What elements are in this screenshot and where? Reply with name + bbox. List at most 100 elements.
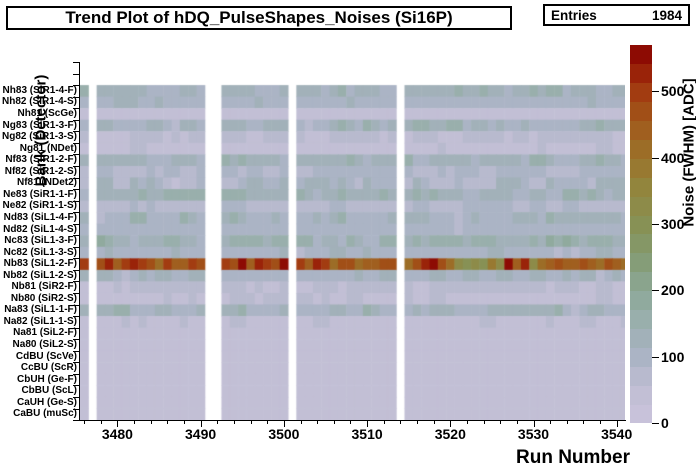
color-scale-tick [652,423,659,424]
y-axis-tick [73,177,79,179]
y-axis-label: CbBU (ScL) [21,385,77,397]
x-axis-major-tick [616,421,618,427]
x-axis-minor-tick [433,421,435,424]
heatmap-plot [80,62,625,420]
y-axis-label: Nd83 (SiL1-4-F) [3,211,77,223]
x-axis-minor-tick [500,421,502,424]
color-scale-band [630,101,652,122]
x-axis-minor-tick [417,421,418,424]
color-scale-band [630,234,652,254]
color-scale-band [630,63,652,84]
color-scale-tick-label: 0 [661,415,669,431]
y-axis-label: CcBU (ScR) [20,362,77,373]
y-axis-label: Ng83 (SiR1-3-F) [2,119,77,131]
color-scale-tick-label: 300 [661,216,685,233]
plot-title: Trend Plot of hDQ_PulseShapes_Noises (Si… [65,8,453,27]
x-axis-title: Run Number [516,447,630,468]
y-axis-label: Nb81 (SiR2-F) [11,281,77,293]
x-axis-minor-tick [134,421,136,424]
y-axis-tick [73,420,79,421]
x-axis-minor-tick [383,421,385,424]
stats-entries-label: Entries [551,8,597,23]
y-axis-tick [73,293,79,294]
y-axis-label: Nf81 (NDet2) [16,177,77,189]
y-axis-label: CbUH (Ge-F) [17,373,77,385]
stats-box: Entries 1984 [543,4,690,26]
x-axis-minor-tick [167,421,169,424]
y-axis-label: Nf82 (SiR1-2-S) [4,165,77,177]
y-axis-label: Na81 (SiL2-F) [13,327,77,339]
y-axis-tick [73,350,79,352]
x-axis-tick-label: 3530 [517,426,550,442]
x-axis-major-tick [367,421,369,427]
y-axis-label: Nb83 (SiL1-2-F) [3,258,77,270]
x-axis-major-tick [283,421,285,427]
color-scale-bar [630,45,652,424]
x-axis-minor-tick [550,421,552,424]
y-axis-label: Nh81 (ScGe) [17,108,77,119]
x-axis-minor-tick [566,421,568,424]
x-axis-tick-label: 3490 [185,426,217,442]
y-axis-label: Ne82 (SiR1-1-S) [2,200,77,212]
color-scale-tick [652,356,659,358]
color-scale-band [630,290,652,311]
y-axis-label: Nc83 (SiL1-3-F) [4,235,77,246]
color-scale-tick-label: 100 [661,348,685,365]
color-scale-band [630,177,652,197]
y-axis-tick [73,189,79,190]
y-axis-tick [73,142,79,144]
y-axis-tick [73,119,79,121]
y-axis-tick [73,396,79,398]
y-axis-label: Nh82 (SiR1-4-S) [1,96,77,108]
y-axis-line [79,62,80,421]
color-scale-band [630,252,652,273]
y-axis-label: Nc82 (SiL1-3-S) [3,246,77,258]
color-scale-tick-label: 500 [661,83,685,100]
plot-title-box: Trend Plot of hDQ_PulseShapes_Noises (Si… [6,6,512,30]
heatmap-cells [80,62,625,420]
y-axis-label: Nf83 (SiR1-2-F) [5,154,77,166]
color-scale-band [630,385,652,405]
y-axis-label: Ne83 (SiR1-1-F) [3,188,77,200]
y-axis-tick [73,258,79,260]
x-axis-minor-tick [84,421,86,424]
x-axis-minor-tick [233,421,235,424]
x-axis-tick-label: 3540 [601,426,633,442]
x-axis-minor-tick [300,421,302,424]
x-axis-tick-label: 3500 [268,426,300,442]
y-axis-label: Na80 (SiL2-S) [12,338,77,350]
color-scale-band [630,404,652,424]
y-axis-label: CdBU (ScVe) [15,350,77,362]
x-axis-minor-tick [483,421,485,424]
x-axis-minor-tick [217,421,219,424]
y-axis-tick [73,154,79,156]
x-axis-tick-label: 3480 [101,426,133,442]
x-axis-minor-tick [100,421,102,424]
x-axis-major-tick [533,421,535,427]
color-scale-band [630,347,652,367]
color-scale-tick-label: 200 [661,282,685,299]
y-axis-tick [73,200,79,202]
x-axis-minor-tick [333,421,335,424]
color-scale-title: Noise (FWHM) [ADC] [680,78,696,227]
y-axis-tick [73,212,79,214]
y-axis-label: Nb82 (SiL1-2-S) [3,269,77,281]
y-axis-tick [73,408,79,410]
y-axis-label: CaBU (muSc) [13,408,77,420]
y-axis-tick [73,246,79,248]
x-axis-tick-label: 3520 [434,426,466,442]
x-axis-minor-tick [600,421,601,424]
y-axis-tick [73,131,79,133]
color-scale-tick [652,224,659,226]
color-scale-band [630,45,652,65]
y-axis-tick [73,235,79,237]
x-axis-tick-label: 3510 [351,426,383,442]
y-axis-label: Na83 (SiL1-1-F) [4,304,77,316]
y-axis-label: CaUH (Ge-S) [16,396,77,408]
color-scale-band [630,271,652,292]
x-axis-minor-tick [317,421,319,424]
y-axis-tick [73,373,79,375]
y-axis-tick [73,73,79,75]
y-axis-tick [73,327,79,329]
